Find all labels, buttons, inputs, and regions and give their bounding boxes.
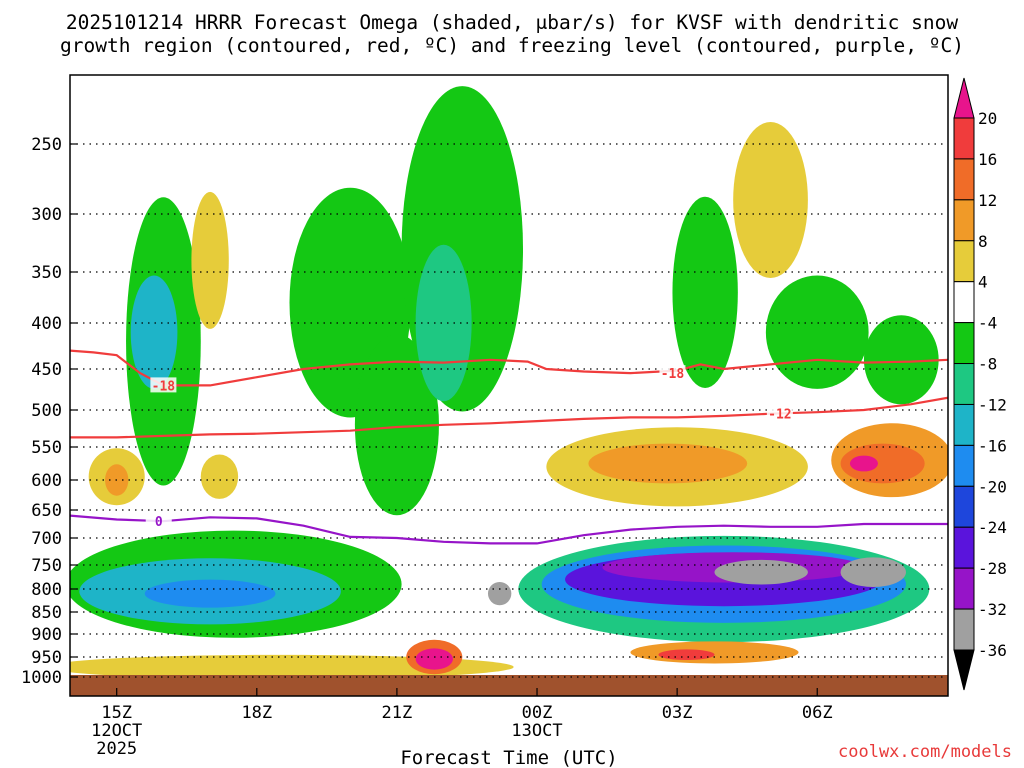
contour-dgz-12C [70,396,948,439]
omega-cell-29 [70,654,514,675]
ytick-label-450: 450 [31,360,62,380]
colorbar-label--4: -4 [978,314,997,333]
contour-label-dgz-12C-0: -12 [768,408,791,423]
omega-cell-10 [733,122,808,278]
omega-cell-18 [849,455,878,472]
xtick-label-03Z: 03Z [662,703,693,723]
colorbar-bin--32 [953,567,975,610]
contour-freezing-level [70,514,948,545]
omega-cell-33 [658,649,715,661]
pressure-axis: 2503003504004505005506006507007508008509… [21,135,77,688]
colorbar-bin--28 [953,526,975,569]
colorbar-label-12: 12 [978,191,997,210]
contour-label-bg-dgz-18C-0 [150,377,177,393]
omega-cell-6 [672,196,738,388]
omega-cell-32 [630,641,799,664]
colorbar-bin-8 [953,199,975,242]
x-axis-label: Forecast Time (UTC) [400,747,617,768]
ytick-label-750: 750 [31,556,62,576]
colorbar-label-4: 4 [978,273,988,292]
omega-cell-28 [487,581,512,606]
colorbar-label--20: -20 [978,477,1007,496]
contour-label-bg-freezing-level-0 [145,513,172,529]
xtick-label-06Z: 06Z [802,703,833,723]
colorbar-label--12: -12 [978,395,1007,414]
colorbar-top-cap [953,77,975,119]
omega-cell-5 [415,244,472,402]
plot-frame [69,74,949,697]
site-credit-link[interactable]: coolwx.com/models [838,742,1012,762]
temperature-contours: -18 -18 -12 0 [70,349,948,545]
omega-cell-26 [714,559,808,585]
omega-cell-21 [144,579,276,608]
ytick-label-300: 300 [31,205,62,225]
colorbar-bin-12 [953,158,975,201]
colorbar-bin--16 [953,403,975,446]
xtick-date-00Z: 13OCT [511,721,562,741]
chart-title-line-1: 2025101214 HRRR Forecast Omega (shaded, … [66,11,958,34]
omega-cell-31 [415,648,453,670]
chart-title-line-2: growth region (contoured, red, ºC) and f… [60,34,964,57]
colorbar-bin--24 [953,485,975,528]
colorbar-bin--4 [953,281,975,324]
colorbar-bin-16 [953,117,975,160]
xtick-label-18Z: 18Z [241,703,272,723]
colorbar-label-20: 20 [978,109,997,128]
ytick-label-700: 700 [31,529,62,549]
ytick-label-350: 350 [31,263,62,283]
colorbar-bin--20 [953,444,975,487]
ytick-label-400: 400 [31,314,62,334]
colorbar-label--8: -8 [978,355,997,374]
colorbar-bin-4 [953,240,975,283]
ytick-label-650: 650 [31,501,62,521]
ytick-label-500: 500 [31,401,62,421]
colorbar-bin--8 [953,322,975,365]
contour-label-bg-dgz-18C-1 [659,365,686,381]
omega-shading [70,86,948,675]
ytick-label-600: 600 [31,471,62,491]
ground-surface [70,675,948,696]
omega-cell-15 [588,443,748,484]
colorbar-bin--36 [953,608,975,651]
xtick-label-21Z: 21Z [382,703,413,723]
ytick-label-1000: 1000 [21,668,62,688]
ytick-label-900: 900 [31,625,62,645]
omega-colorbar: 20 16 12 8 4 -4 -8 -12 -16 -20 -24 -28 -32 -36 [953,77,1007,691]
contour-label-freezing-level-0: 0 [155,515,163,530]
omega-cell-27 [840,557,906,588]
ytick-label-250: 250 [31,135,62,155]
colorbar-label-8: 8 [978,232,988,251]
colorbar-bottom-cap [953,649,975,691]
xtick-label-00Z: 00Z [522,703,553,723]
ytick-label-950: 950 [31,648,62,668]
colorbar-label--32: -32 [978,600,1007,619]
ytick-label-850: 850 [31,603,62,623]
contour-label-bg-dgz-12C-0 [766,405,793,421]
colorbar-label--36: -36 [978,641,1007,660]
contour-label-dgz-18C-0: -18 [152,379,176,394]
xtick-year-15Z: 2025 [96,739,137,759]
colorbar-label--16: -16 [978,436,1007,455]
contour-label-dgz-18C-1: -18 [661,367,685,382]
omega-cell-1 [130,275,178,389]
colorbar-bin--12 [953,363,975,405]
colorbar-label-16: 16 [978,150,997,169]
omega-cell-13 [200,454,239,499]
xtick-date-15Z: 12OCT [91,721,142,741]
xtick-label-15Z: 15Z [101,703,132,723]
omega-cell-3 [354,334,439,516]
omega-cell-9 [191,191,229,329]
omega-cell-7 [765,275,869,389]
omega-cell-17 [840,443,925,484]
ytick-label-800: 800 [31,580,62,600]
ytick-label-550: 550 [31,438,62,458]
colorbar-label--24: -24 [978,518,1007,537]
colorbar-label--28: -28 [978,559,1007,578]
omega-cell-8 [863,315,939,405]
